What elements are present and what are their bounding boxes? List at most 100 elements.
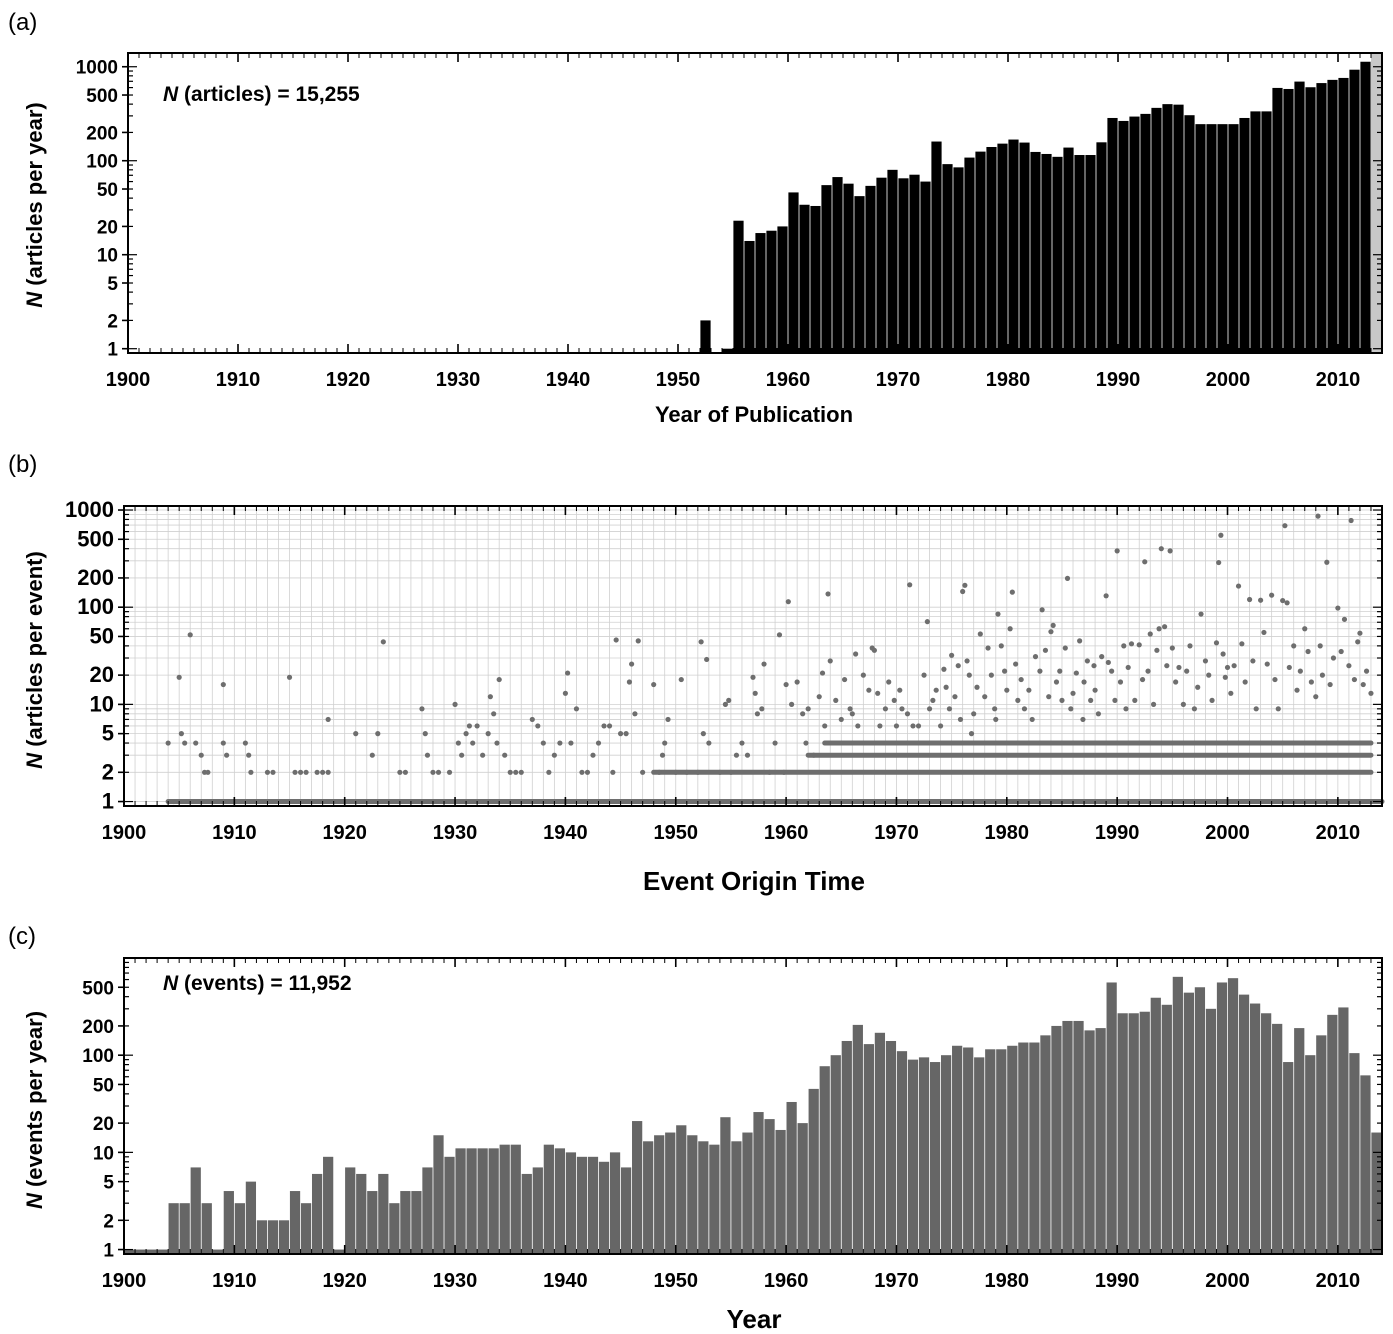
data-point bbox=[1053, 679, 1060, 685]
data-point bbox=[1315, 513, 1321, 519]
bar-1901 bbox=[135, 1249, 146, 1254]
bar-1957 bbox=[753, 1112, 764, 1254]
panel-c-bars bbox=[124, 976, 1382, 1254]
x-tick-label: 2010 bbox=[1316, 822, 1361, 844]
bar-1929 bbox=[444, 1156, 455, 1254]
data-point bbox=[739, 740, 745, 746]
bar-1956 bbox=[742, 1132, 753, 1254]
data-point bbox=[962, 582, 968, 588]
bar-1904 bbox=[168, 1203, 179, 1254]
data-point bbox=[1317, 643, 1323, 649]
data-point bbox=[466, 723, 472, 729]
data-point bbox=[220, 740, 226, 746]
bar-1997 bbox=[1195, 124, 1206, 353]
data-point bbox=[717, 769, 723, 775]
bar-1977 bbox=[974, 1057, 985, 1254]
data-point bbox=[178, 731, 184, 737]
data-point bbox=[899, 706, 905, 712]
bar-1959 bbox=[775, 1129, 786, 1254]
bar-1900 bbox=[124, 1249, 135, 1254]
data-point bbox=[1132, 697, 1138, 703]
data-point bbox=[1308, 679, 1314, 685]
data-point bbox=[877, 723, 883, 729]
x-tick-label: 1920 bbox=[326, 369, 371, 391]
bar-2012 bbox=[1360, 1075, 1371, 1254]
data-point bbox=[480, 752, 486, 758]
data-point bbox=[726, 697, 732, 703]
data-point bbox=[761, 661, 767, 667]
bar-1964 bbox=[830, 1055, 841, 1254]
panel-b-axes: 1900 1910 1920 1930 1940 1950 1960 1970 1980 1990… bbox=[65, 497, 1383, 844]
data-point bbox=[988, 672, 994, 678]
data-point bbox=[960, 588, 966, 595]
data-point bbox=[698, 639, 704, 645]
bar-1971 bbox=[907, 1059, 919, 1254]
data-point bbox=[995, 611, 1001, 617]
bar-1908 bbox=[212, 1249, 223, 1254]
data-point bbox=[565, 670, 571, 676]
bar-1957 bbox=[755, 233, 766, 353]
data-point bbox=[1224, 664, 1231, 671]
data-point bbox=[1275, 706, 1281, 712]
y-tick-label: 2 bbox=[103, 1211, 114, 1232]
y-tick-label: 200 bbox=[82, 1017, 114, 1038]
data-point bbox=[613, 637, 619, 643]
bar-1905 bbox=[179, 1203, 190, 1254]
data-point bbox=[320, 769, 326, 775]
data-point bbox=[1015, 697, 1021, 703]
x-tick-label: 1980 bbox=[985, 1270, 1030, 1292]
bar-1968 bbox=[876, 177, 887, 353]
data-point bbox=[897, 687, 903, 693]
data-point bbox=[1057, 668, 1063, 674]
x-tick-label: 1920 bbox=[322, 822, 367, 844]
y-tick-label: 5 bbox=[107, 274, 118, 295]
data-point bbox=[982, 694, 988, 700]
bar-1985 bbox=[1063, 147, 1074, 353]
data-point bbox=[540, 740, 546, 746]
bar-1978 bbox=[986, 146, 997, 353]
y-tick-label: 1000 bbox=[76, 58, 118, 79]
data-point bbox=[1048, 629, 1054, 635]
data-point bbox=[1258, 597, 1264, 603]
data-point bbox=[893, 723, 900, 729]
data-point bbox=[659, 752, 666, 758]
bar-2007 bbox=[1305, 87, 1316, 354]
x-tick-label: 1910 bbox=[212, 822, 257, 844]
data-point bbox=[270, 769, 276, 775]
data-point bbox=[424, 752, 431, 758]
bar-1959 bbox=[777, 226, 788, 353]
data-point bbox=[971, 711, 977, 717]
data-point bbox=[1099, 654, 1105, 660]
x-tick-label: 1910 bbox=[212, 1270, 257, 1292]
panel-c-y-axis-title: N (events per year) bbox=[22, 1011, 47, 1209]
data-point bbox=[1084, 658, 1090, 664]
data-point bbox=[794, 679, 800, 685]
bar-1948 bbox=[654, 1135, 665, 1254]
data-point bbox=[952, 694, 958, 700]
data-point bbox=[551, 752, 557, 758]
data-point bbox=[1068, 706, 1074, 712]
y-tick-label: 20 bbox=[93, 1114, 114, 1135]
bar-1902 bbox=[146, 1249, 157, 1254]
bar-1953 bbox=[709, 1144, 720, 1254]
data-point bbox=[1294, 687, 1300, 693]
bar-1952 bbox=[698, 1141, 709, 1254]
data-point bbox=[955, 663, 961, 669]
data-point bbox=[584, 769, 591, 775]
data-point bbox=[1109, 668, 1115, 674]
data-point bbox=[695, 769, 701, 775]
data-point bbox=[766, 769, 773, 775]
x-tick-label: 1990 bbox=[1095, 822, 1140, 844]
bar-1982 bbox=[1029, 1042, 1040, 1254]
data-point bbox=[998, 643, 1004, 649]
bar-1935 bbox=[510, 1144, 521, 1254]
data-point bbox=[1002, 668, 1008, 674]
data-point bbox=[733, 752, 740, 758]
y-tick-label: 500 bbox=[82, 978, 114, 999]
data-point bbox=[875, 690, 881, 696]
data-point bbox=[264, 769, 271, 775]
data-point bbox=[1164, 663, 1170, 669]
data-point bbox=[964, 658, 970, 664]
data-point bbox=[422, 731, 428, 737]
